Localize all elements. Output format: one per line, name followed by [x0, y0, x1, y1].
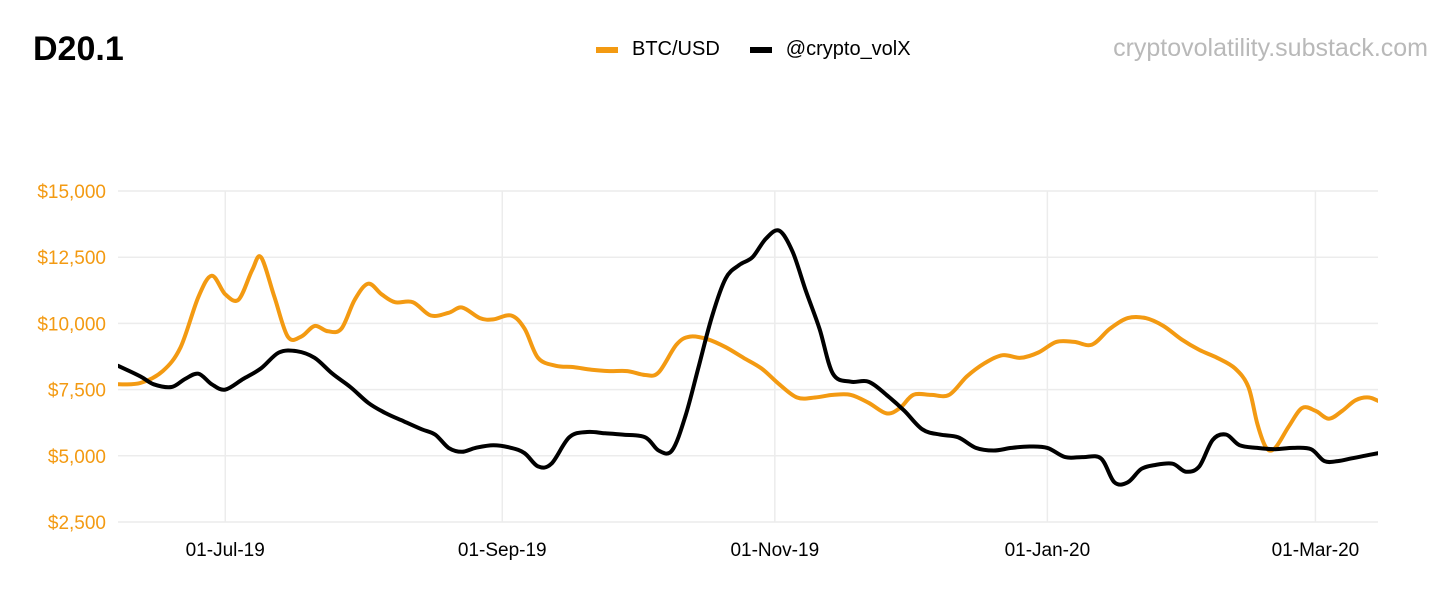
y-tick-label: $10,000 [37, 314, 106, 335]
x-tick-label: 01-Sep-19 [458, 540, 547, 561]
series-line-crypto-volx [118, 228, 1378, 487]
legend-swatch-btc [596, 46, 618, 53]
x-tick-label: 01-Mar-20 [1272, 540, 1360, 561]
y-axis-ticks: $2,500 $5,000 $7,500 $10,000 $12,500 $15,000 [37, 182, 106, 534]
chart-title: D20.1 [33, 30, 124, 68]
y-tick-label: $2,500 [48, 513, 106, 534]
legend-swatch-vol [749, 46, 772, 53]
grid-lines [118, 190, 1378, 523]
x-axis-ticks: 01-Jul-19 01-Sep-19 01-Nov-19 01-Jan-20 01-M… [186, 540, 1360, 561]
y-tick-label: $5,000 [48, 447, 106, 468]
legend: BTC/USD @crypto_volX [596, 38, 941, 61]
legend-label-vol: @crypto_volX [785, 38, 911, 60]
y-tick-label: $12,500 [37, 248, 106, 269]
y-tick-label: $15,000 [37, 182, 106, 203]
x-tick-label: 01-Nov-19 [730, 540, 819, 561]
x-tick-label: 01-Jan-20 [1005, 540, 1091, 561]
x-tick-label: 01-Jul-19 [186, 540, 265, 561]
y-tick-label: $7,500 [48, 381, 106, 402]
series-line-btc-usd [118, 254, 1378, 453]
legend-item-vol: @crypto_volX [749, 38, 911, 61]
legend-item-btc: BTC/USD [596, 38, 720, 61]
legend-label-btc: BTC/USD [632, 38, 720, 60]
series-lines [118, 228, 1378, 487]
source-watermark: cryptovolatility.substack.com [1113, 34, 1428, 62]
